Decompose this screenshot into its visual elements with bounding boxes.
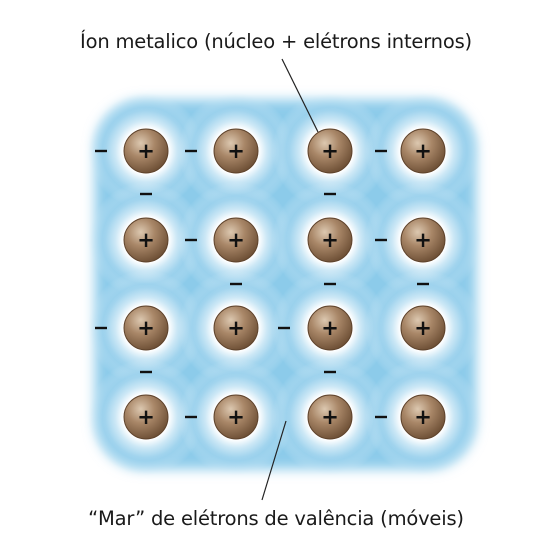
metal-ion: + [213, 128, 259, 174]
ion-sphere [213, 394, 259, 440]
metal-ion: + [400, 128, 446, 174]
metal-ion: + [400, 305, 446, 351]
cation-sign: + [414, 316, 432, 340]
cation-sign: + [321, 316, 339, 340]
cation-sign: + [227, 228, 245, 252]
cation-sign: + [321, 139, 339, 163]
metal-ion: + [123, 128, 169, 174]
ion-sphere [307, 128, 353, 174]
ion-pointer-line [281, 58, 319, 133]
cation-sign: + [137, 139, 155, 163]
ion-sphere [213, 305, 259, 351]
cation-sign: + [414, 228, 432, 252]
ion-sphere [213, 128, 259, 174]
cation-sign: + [137, 405, 155, 429]
metal-ion: + [307, 128, 353, 174]
ion-lattice: + + + + + + + + + + + + + + + + [123, 128, 446, 440]
ion-sphere [307, 305, 353, 351]
ion-sphere [213, 217, 259, 263]
ion-sphere [307, 217, 353, 263]
electron-sea-body [95, 100, 476, 469]
metal-ion: + [400, 217, 446, 263]
metal-ion: + [213, 217, 259, 263]
cation-sign: + [321, 228, 339, 252]
cation-sign: + [137, 316, 155, 340]
metal-ion: + [400, 394, 446, 440]
sea-label: “Mar” de elétrons de valência (móveis) [88, 507, 464, 530]
ion-sphere [400, 394, 446, 440]
cation-sign: + [227, 316, 245, 340]
ion-sphere [400, 305, 446, 351]
electron-marks [95, 149, 429, 419]
metal-ion: + [307, 217, 353, 263]
cation-sign: + [137, 228, 155, 252]
ion-label: Íon metalico (núcleo + elétrons internos… [80, 30, 472, 53]
cation-sign: + [227, 405, 245, 429]
ion-sphere [400, 128, 446, 174]
ion-sphere [123, 394, 169, 440]
metal-ion: + [307, 394, 353, 440]
cation-sign: + [414, 139, 432, 163]
metal-ion: + [307, 305, 353, 351]
metal-ion: + [123, 217, 169, 263]
ion-sphere [123, 128, 169, 174]
cation-sign: + [227, 139, 245, 163]
metal-ion: + [213, 394, 259, 440]
sea-pointer-line [261, 420, 287, 501]
ion-sphere [307, 394, 353, 440]
cation-sign: + [321, 405, 339, 429]
pointer-lines [261, 58, 319, 501]
metal-ion: + [123, 394, 169, 440]
ion-sphere [123, 217, 169, 263]
cation-sign: + [414, 405, 432, 429]
metal-ion: + [213, 305, 259, 351]
metal-ion: + [123, 305, 169, 351]
ion-sphere [400, 217, 446, 263]
ion-sphere [123, 305, 169, 351]
